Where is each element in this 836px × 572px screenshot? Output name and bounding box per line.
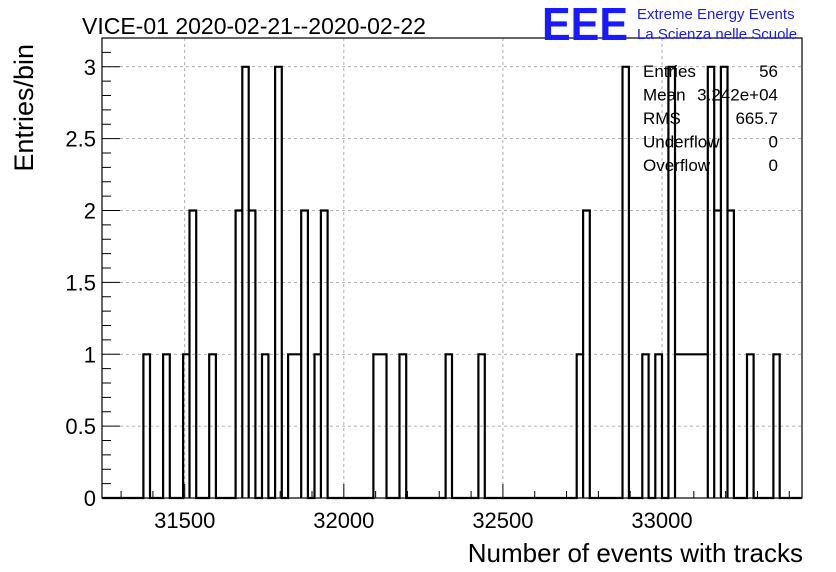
y-tick-label: 3 xyxy=(84,55,96,80)
stats-value: 56 xyxy=(759,62,778,81)
x-tick-labels: 31500 32000 32500 33000 xyxy=(154,508,692,533)
stats-box: Entries 56 Mean 3.242e+04 RMS 665.7 Underflow 0… xyxy=(643,62,778,175)
stats-value: 665.7 xyxy=(735,109,778,128)
chart-title: VICE-01 2020-02-21--2020-02-22 xyxy=(82,13,426,39)
x-tick-label: 32000 xyxy=(313,508,374,533)
axis-ticks xyxy=(102,37,790,499)
x-tick-label: 32500 xyxy=(472,508,533,533)
eee-logo-line2: La Scienza nelle Scuole xyxy=(637,26,797,43)
y-tick-label: 0 xyxy=(84,486,96,511)
stats-label: Overflow xyxy=(643,156,711,175)
x-tick-label: 33000 xyxy=(631,508,692,533)
stats-label: Mean xyxy=(643,86,686,105)
stats-value: 0 xyxy=(769,156,778,175)
x-axis-label: Number of events with tracks xyxy=(468,538,803,568)
y-tick-labels: 0 0.5 1 1.5 2 2.5 3 xyxy=(65,55,96,511)
y-axis-label: Entries/bin xyxy=(9,44,39,172)
stats-value: 3.242e+04 xyxy=(697,86,778,105)
y-tick-label: 0.5 xyxy=(65,414,96,439)
y-tick-label: 1.5 xyxy=(65,270,96,295)
stats-value: 0 xyxy=(769,133,778,152)
y-tick-label: 1 xyxy=(84,342,96,367)
stats-label: Underflow xyxy=(643,133,720,152)
x-tick-label: 31500 xyxy=(154,508,215,533)
y-tick-label: 2 xyxy=(84,199,96,224)
eee-logo: EEE Extreme Energy Events La Scienza nel… xyxy=(542,0,797,50)
stats-label: RMS xyxy=(643,109,681,128)
eee-logo-mark: EEE xyxy=(542,0,628,50)
stats-label: Entries xyxy=(643,62,696,81)
y-tick-label: 2.5 xyxy=(65,127,96,152)
eee-logo-line1: Extreme Energy Events xyxy=(637,6,795,23)
